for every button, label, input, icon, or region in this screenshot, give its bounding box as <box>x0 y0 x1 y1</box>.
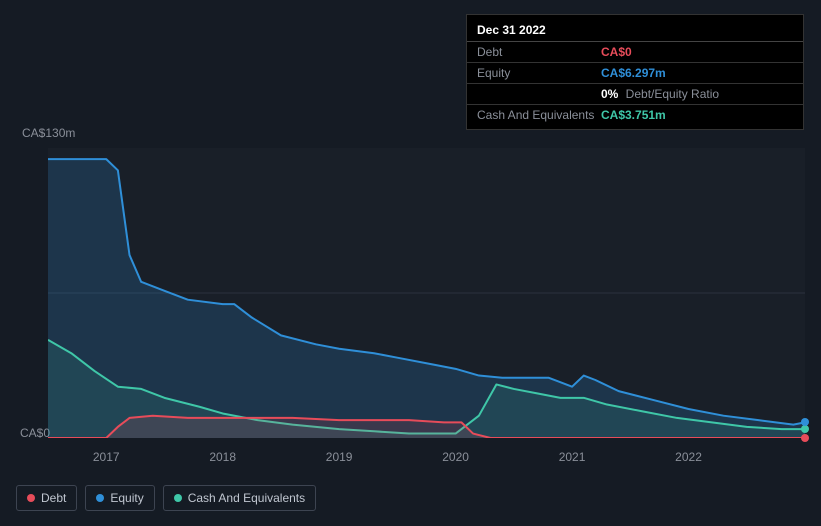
legend-label: Cash And Equivalents <box>188 491 305 505</box>
tooltip-row-value: CA$6.297m <box>601 66 666 80</box>
legend-item[interactable]: Debt <box>16 485 77 511</box>
series-end-marker <box>801 418 809 426</box>
chart-legend: Debt Equity Cash And Equivalents <box>16 485 316 511</box>
tooltip-row: DebtCA$0 <box>467 42 803 63</box>
chart-plot[interactable] <box>48 148 805 438</box>
y-axis-max-label: CA$130m <box>22 126 75 140</box>
tooltip-date: Dec 31 2022 <box>467 19 803 42</box>
tooltip-row-value: 0% Debt/Equity Ratio <box>601 87 719 101</box>
tooltip-row: EquityCA$6.297m <box>467 63 803 84</box>
x-axis-tick: 2018 <box>209 450 236 464</box>
legend-item[interactable]: Cash And Equivalents <box>163 485 316 511</box>
legend-label: Equity <box>110 491 143 505</box>
legend-dot-icon <box>96 494 104 502</box>
series-end-marker <box>801 434 809 442</box>
tooltip-row-suffix: Debt/Equity Ratio <box>622 87 719 101</box>
legend-label: Debt <box>41 491 66 505</box>
x-axis-tick: 2021 <box>559 450 586 464</box>
x-axis-tick: 2017 <box>93 450 120 464</box>
x-axis-tick: 2019 <box>326 450 353 464</box>
legend-dot-icon <box>174 494 182 502</box>
tooltip-row-value: CA$0 <box>601 45 632 59</box>
chart-tooltip: Dec 31 2022 DebtCA$0EquityCA$6.297m0% De… <box>466 14 804 130</box>
tooltip-row-label: Debt <box>477 45 601 59</box>
legend-dot-icon <box>27 494 35 502</box>
legend-item[interactable]: Equity <box>85 485 154 511</box>
tooltip-row-label <box>477 87 601 101</box>
x-axis-tick: 2020 <box>442 450 469 464</box>
tooltip-row-label: Equity <box>477 66 601 80</box>
chart-area[interactable]: CA$130m CA$0 2017 2018 2019 2020 2021 2022 <box>16 120 805 480</box>
y-axis-min-label: CA$0 <box>20 426 50 440</box>
tooltip-row: 0% Debt/Equity Ratio <box>467 84 803 105</box>
x-axis-tick: 2022 <box>675 450 702 464</box>
